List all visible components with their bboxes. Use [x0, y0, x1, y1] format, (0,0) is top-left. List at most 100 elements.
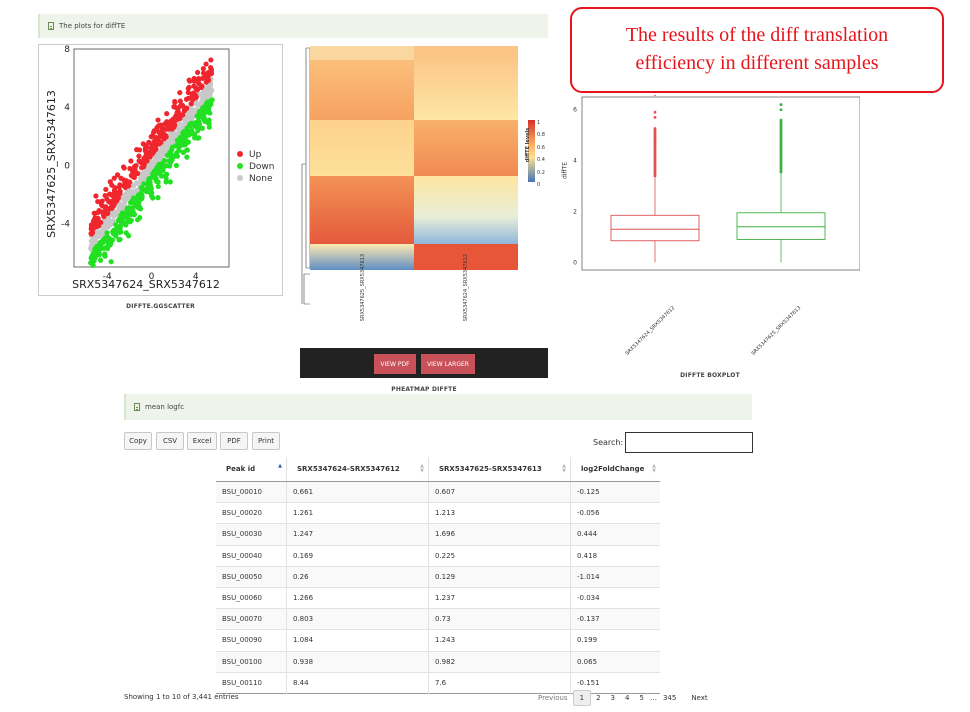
scatter-point-none: [207, 83, 214, 89]
print-button[interactable]: Print: [252, 432, 280, 450]
view-larger-button[interactable]: VIEW LARGER: [421, 354, 475, 374]
scatter-point-up: [136, 147, 143, 153]
scatter-point-up: [172, 98, 178, 105]
boxplot-frame: [581, 96, 861, 271]
table-row[interactable]: BSU_00090 1.084 1.243 0.199: [216, 629, 660, 651]
page-3-button[interactable]: 3: [610, 694, 615, 702]
page-last-button[interactable]: 345: [662, 694, 677, 702]
pdf-button[interactable]: PDF: [220, 432, 248, 450]
scatter-point-up: [88, 224, 95, 230]
scatter-point-none: [150, 160, 156, 166]
table-row[interactable]: BSU_00110 8.44 7.6 -0.151: [216, 671, 660, 694]
table-row[interactable]: BSU_00020 1.261 1.213 -0.056: [216, 502, 660, 524]
scatter-point-down: [91, 258, 97, 264]
scatter-point-down: [205, 100, 212, 106]
next-button[interactable]: Next: [691, 694, 708, 702]
scatter-point-down: [102, 251, 108, 257]
table-row[interactable]: BSU_00070 0.803 0.73 -0.137: [216, 608, 660, 630]
scatter-point-down: [120, 212, 126, 218]
scatter-point-up: [137, 159, 143, 165]
scatter-caption: DIFFTE.GGSCATTER: [126, 303, 195, 310]
scatter-canvas: -4 0 4 8 4 0 -4: [61, 45, 230, 282]
scatter-point-none: [117, 203, 124, 209]
scatter-point-down: [184, 154, 190, 160]
scatter-point-up: [199, 83, 205, 89]
table-row[interactable]: BSU_00100 0.938 0.982 0.065: [216, 650, 660, 673]
scatter-point-down: [97, 257, 104, 263]
scatter-point-none: [156, 150, 162, 156]
scatter-point-up: [177, 90, 183, 96]
table-panel-title: mean logfc: [145, 403, 185, 411]
heatmap-plot[interactable]: diffTE levels 1 0.8 0.6 0.4 0.2 0 SRX534…: [300, 44, 548, 348]
scatter-point-up: [200, 66, 206, 72]
scatter-point-up: [102, 192, 108, 199]
scatter-point-none: [162, 143, 168, 150]
scatter-point-up: [153, 137, 159, 143]
scatter-point-up: [103, 186, 109, 193]
scatter-point-none: [166, 138, 172, 144]
scatter-point-up: [185, 85, 191, 92]
scatter-point-down: [155, 195, 161, 201]
scatter-point-down: [174, 150, 180, 156]
excel-button[interactable]: Excel: [187, 432, 217, 450]
scatter-point-down: [209, 97, 215, 103]
copy-button[interactable]: Copy: [124, 432, 152, 450]
scatter-y-tick: 8: [64, 45, 70, 55]
scatter-point-up: [159, 125, 165, 132]
scatter-point-down: [91, 254, 97, 260]
scatter-point-down: [195, 127, 201, 134]
pagination-ellipsis: …: [649, 694, 657, 702]
scatter-point-down: [113, 233, 119, 239]
scatter-point-none: [190, 113, 196, 119]
page-2-button[interactable]: 2: [596, 694, 601, 702]
table-row[interactable]: BSU_00030 1.247 1.696 0.444: [216, 523, 660, 546]
page-4-button[interactable]: 4: [625, 694, 630, 702]
csv-button[interactable]: CSV: [156, 432, 184, 450]
scatter-point-up: [196, 80, 202, 86]
box-2: [736, 103, 826, 263]
scatter-point-up: [177, 98, 183, 104]
header-sample-1[interactable]: SRX5347624-SRX5347612 ▲ ▼: [286, 457, 429, 482]
table-info: Showing 1 to 10 of 3,441 entries: [124, 693, 239, 701]
scatter-point-up: [183, 96, 190, 102]
page-1-button[interactable]: 1: [572, 690, 592, 706]
table-row[interactable]: BSU_00010 0.661 0.607 -0.125: [216, 480, 660, 503]
table-row[interactable]: BSU_00040 0.169 0.225 0.418: [216, 544, 660, 567]
scatter-point-up: [155, 117, 161, 123]
scatter-point-up: [163, 120, 169, 126]
table-row[interactable]: BSU_00050 0.26 0.129 -1.014: [216, 565, 660, 588]
page-5-button[interactable]: 5: [639, 694, 644, 702]
scatter-point-up: [151, 142, 157, 148]
scatter-point-down: [90, 262, 96, 269]
scatter-point-down: [180, 130, 186, 136]
scatter-point-none: [99, 231, 105, 238]
scatter-point-down: [135, 217, 141, 223]
view-pdf-button[interactable]: VIEW PDF: [374, 354, 416, 374]
search-input[interactable]: [625, 432, 753, 453]
scatter-point-up: [114, 172, 121, 178]
header-peak-id[interactable]: Peak id ▲: [216, 457, 287, 482]
plots-panel-header: The plots for diffTE: [38, 14, 548, 38]
scatter-point-down: [203, 104, 209, 110]
previous-button[interactable]: Previous: [538, 694, 568, 702]
scatter-legend: Up Down None: [237, 149, 275, 185]
box-1: [610, 93, 700, 263]
scatter-point-down: [155, 183, 161, 190]
scatter-point-down: [141, 181, 147, 187]
scatter-point-up: [149, 133, 156, 139]
scatter-point-down: [138, 190, 144, 196]
header-log2fc[interactable]: log2FoldChange ▲ ▼: [570, 457, 660, 482]
table-row[interactable]: BSU_00060 1.266 1.237 -0.034: [216, 586, 660, 609]
header-sample-2[interactable]: SRX5347625-SRX5347613 ▲ ▼: [428, 457, 571, 482]
sort-icon: ▲ ▼: [562, 463, 566, 474]
scatter-point-up: [179, 102, 186, 108]
scatter-point-down: [113, 222, 119, 228]
scatter-point-down: [160, 160, 166, 166]
scatter-plot[interactable]: -4 0 4 8 4 0 -4 SRX5347625_SRX5347613 SRX53476…: [38, 44, 283, 296]
scatter-point-up: [162, 134, 168, 140]
scatter-point-up: [111, 175, 117, 181]
scatter-point-up: [128, 158, 134, 164]
boxplot-ylabel: diffTE: [561, 161, 569, 180]
sort-icon: ▲ ▼: [420, 463, 424, 474]
